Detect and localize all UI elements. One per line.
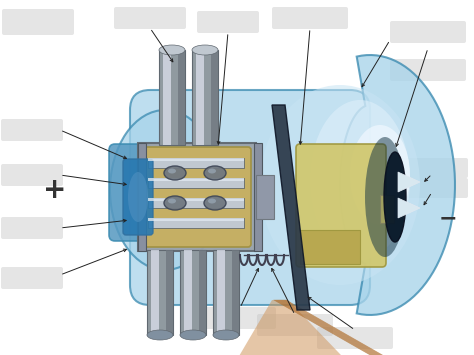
Ellipse shape	[204, 196, 226, 210]
Ellipse shape	[365, 137, 405, 257]
Polygon shape	[398, 198, 420, 218]
Ellipse shape	[164, 166, 186, 180]
FancyBboxPatch shape	[257, 314, 333, 336]
Bar	[180, 250, 206, 335]
FancyBboxPatch shape	[396, 158, 468, 178]
FancyBboxPatch shape	[123, 159, 153, 235]
Bar	[217, 250, 225, 335]
FancyBboxPatch shape	[1, 119, 63, 141]
FancyBboxPatch shape	[109, 144, 151, 241]
Bar	[254, 143, 262, 251]
Bar	[138, 143, 146, 251]
FancyBboxPatch shape	[143, 147, 251, 247]
FancyBboxPatch shape	[114, 7, 186, 29]
FancyBboxPatch shape	[197, 11, 259, 33]
Bar	[148, 198, 244, 201]
Ellipse shape	[164, 196, 186, 210]
Ellipse shape	[110, 110, 220, 270]
Bar	[159, 50, 185, 145]
FancyBboxPatch shape	[1, 164, 63, 186]
Ellipse shape	[147, 330, 173, 340]
Ellipse shape	[208, 169, 216, 174]
Bar	[199, 250, 206, 335]
Ellipse shape	[168, 169, 176, 174]
FancyBboxPatch shape	[1, 267, 63, 289]
Bar	[184, 250, 192, 335]
Bar	[211, 50, 218, 145]
FancyBboxPatch shape	[390, 59, 466, 81]
FancyBboxPatch shape	[396, 178, 468, 198]
FancyBboxPatch shape	[296, 144, 386, 267]
Bar	[148, 218, 244, 228]
Bar	[148, 158, 244, 168]
FancyBboxPatch shape	[272, 7, 348, 29]
Bar	[148, 178, 244, 188]
Bar	[213, 250, 239, 335]
Polygon shape	[225, 300, 365, 355]
Polygon shape	[398, 172, 420, 192]
Polygon shape	[340, 55, 455, 315]
Bar	[148, 198, 244, 208]
Ellipse shape	[168, 198, 176, 203]
Text: −: −	[439, 208, 457, 228]
FancyBboxPatch shape	[1, 217, 63, 239]
Ellipse shape	[384, 152, 406, 242]
Bar	[147, 250, 173, 335]
Bar	[178, 50, 185, 145]
FancyBboxPatch shape	[204, 307, 276, 329]
Ellipse shape	[180, 330, 206, 340]
Ellipse shape	[310, 100, 410, 260]
Bar	[148, 178, 244, 181]
Ellipse shape	[204, 166, 226, 180]
FancyBboxPatch shape	[138, 143, 256, 251]
FancyBboxPatch shape	[2, 9, 74, 35]
Bar	[166, 250, 173, 335]
FancyBboxPatch shape	[317, 327, 393, 349]
Text: +: +	[43, 176, 67, 204]
FancyBboxPatch shape	[390, 21, 466, 43]
Ellipse shape	[350, 125, 410, 225]
Ellipse shape	[192, 45, 218, 55]
Bar	[192, 50, 218, 145]
Bar	[163, 50, 171, 145]
Bar	[196, 50, 204, 145]
Polygon shape	[272, 105, 310, 310]
Ellipse shape	[208, 198, 216, 203]
FancyBboxPatch shape	[130, 90, 370, 305]
Bar	[300, 230, 360, 264]
Bar	[380, 195, 394, 223]
Bar	[148, 158, 244, 161]
Ellipse shape	[213, 330, 239, 340]
Bar	[256, 175, 274, 219]
Bar	[151, 250, 159, 335]
Ellipse shape	[159, 45, 185, 55]
Bar	[148, 218, 244, 221]
Bar	[232, 250, 239, 335]
Ellipse shape	[260, 85, 420, 285]
Ellipse shape	[128, 172, 148, 222]
